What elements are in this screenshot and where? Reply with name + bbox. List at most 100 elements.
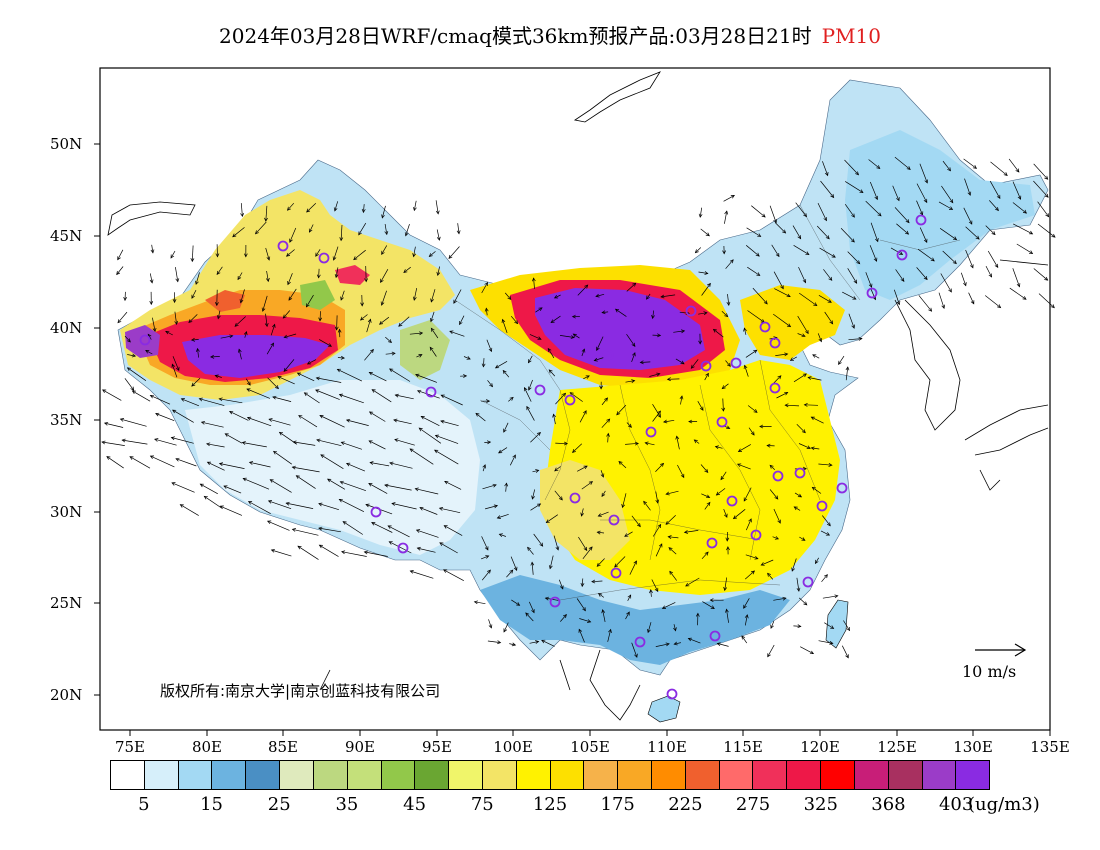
wind-vector-head [285, 501, 290, 506]
wind-vector-head [103, 421, 109, 426]
wind-vector-head [327, 478, 332, 483]
wind-vector [607, 433, 609, 443]
wind-vector [206, 443, 225, 448]
wind-vector-head [380, 278, 384, 283]
wind-vector [339, 498, 365, 513]
wind-vector-head [905, 230, 910, 235]
wind-vector [527, 547, 534, 555]
wind-vector [601, 397, 608, 406]
wind-vector-head [660, 462, 665, 467]
wind-vector-head [618, 460, 623, 465]
city-marker [425, 386, 437, 398]
wind-vector-head [856, 260, 861, 265]
wind-vector-head [1045, 213, 1050, 218]
province-borders [454, 204, 961, 601]
wind-vector-head [195, 347, 200, 353]
wind-vector [893, 289, 900, 305]
wind-vector [532, 489, 536, 500]
wind-vector-head [415, 529, 421, 533]
wind-vector [172, 409, 194, 423]
wind-vector [715, 446, 723, 449]
wind-vector-head [206, 442, 211, 447]
wind-vector-head [633, 560, 637, 565]
wind-vector-head [924, 179, 929, 184]
wind-vector [431, 328, 439, 339]
wind-vector [547, 348, 555, 359]
wind-vector [817, 202, 827, 221]
wind-vector-head [766, 443, 771, 448]
wind-vector-head [381, 214, 385, 219]
wind-vector-head [634, 441, 639, 446]
wind-vector [597, 531, 605, 534]
wind-vector-head [412, 296, 417, 301]
wind-vector-head [287, 280, 291, 286]
wind-vector [595, 293, 605, 297]
wind-vector [242, 442, 267, 448]
wind-vector-head [725, 537, 730, 542]
wind-vector [346, 463, 366, 472]
wind-vector-head [563, 441, 569, 446]
wind-vector [596, 336, 604, 351]
wind-vector-head [601, 310, 606, 315]
wind-vector [596, 558, 605, 567]
city-marker [896, 249, 908, 261]
wind-vector-head [368, 483, 373, 487]
colorbar-swatch [415, 761, 450, 789]
wind-vector-head [793, 506, 798, 511]
wind-vector-head [797, 493, 803, 498]
wind-vector-head [827, 299, 832, 303]
wind-vector [293, 441, 316, 446]
wind-vector [555, 442, 568, 445]
city-marker [564, 394, 576, 406]
wind-vector-head [780, 285, 784, 290]
colorbar-swatch [854, 761, 889, 789]
wind-vector-head [786, 293, 791, 298]
map-frame [99, 67, 1051, 731]
wind-vector-head [597, 513, 602, 517]
wind-vector-head [587, 619, 592, 623]
wind-vector [674, 642, 681, 645]
wind-vector [487, 380, 493, 387]
wind-vector-head [412, 253, 417, 258]
wind-vector-head [240, 212, 245, 218]
wind-vector-head [743, 327, 747, 332]
wind-vector-head [371, 522, 376, 526]
wind-vector [818, 463, 832, 466]
lon-label: 105E [570, 738, 610, 756]
wind-vector [720, 471, 727, 480]
wind-vector-head [473, 600, 478, 605]
wind-vector [865, 200, 882, 217]
wind-vector-head [443, 525, 448, 529]
wind-vector-head [569, 392, 574, 396]
wind-vector [174, 311, 177, 325]
wind-vector [769, 465, 776, 470]
wind-vector-head [509, 396, 514, 401]
wind-vector-head [720, 476, 725, 481]
wind-vector [389, 368, 411, 382]
wind-vector [578, 536, 588, 551]
wind-vector [286, 249, 295, 257]
wind-vector-head [873, 257, 878, 262]
wind-vector [116, 266, 124, 275]
wind-vector [798, 597, 808, 606]
wind-vector-head [811, 486, 816, 491]
wind-vector-head [248, 461, 254, 465]
wind-vector-head [754, 555, 759, 560]
wind-vector [474, 601, 486, 605]
wind-vector [437, 266, 440, 276]
wind-vector-head [172, 299, 177, 304]
wind-vector-head [333, 207, 338, 212]
wind-vector-head [656, 372, 661, 377]
wind-vector-head [340, 296, 344, 301]
wind-vector-head [658, 543, 663, 548]
wind-vector-head [562, 614, 567, 619]
wind-vector-head [580, 512, 584, 517]
wind-vector [717, 643, 729, 647]
wind-vector-head [631, 342, 636, 347]
wind-vector-head [119, 418, 125, 422]
wind-vector-head [291, 465, 296, 470]
wind-vector [647, 622, 652, 633]
wind-vector [733, 509, 746, 519]
wind-vector [602, 609, 606, 622]
wind-vector-head [129, 456, 134, 460]
